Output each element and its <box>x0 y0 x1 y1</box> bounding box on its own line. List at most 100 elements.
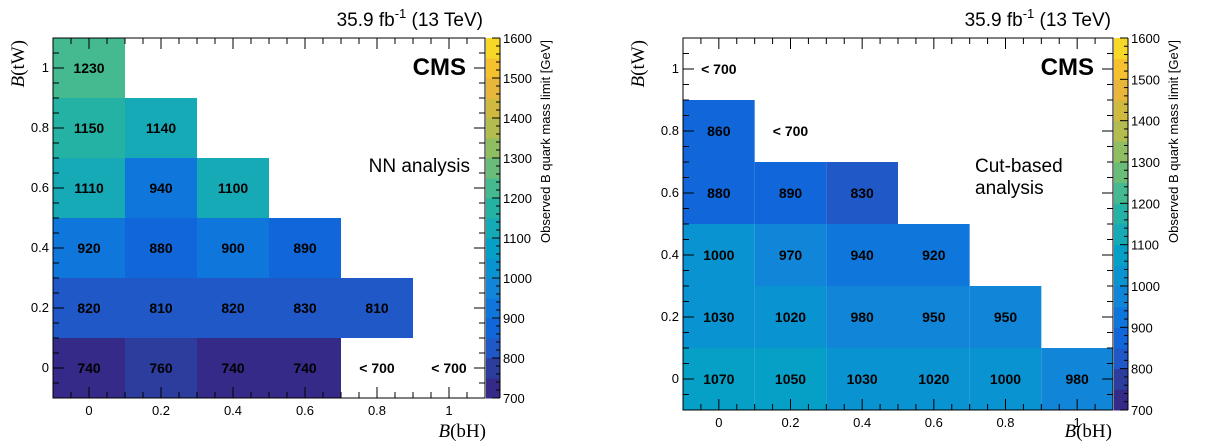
x-tick-label: 0 <box>715 415 722 430</box>
heatmap-cell <box>125 278 197 338</box>
colorbar-swatch <box>1114 141 1128 163</box>
heatmap-cell <box>826 286 898 348</box>
cell-value-label: 920 <box>77 240 101 256</box>
colorbar: 700 800 900 1000 1100 1200 1300 1400 1500 1600 Obs… <box>1114 31 1181 418</box>
colorbar-tick-label: 1000 <box>503 271 532 286</box>
y-tick-label: 0.2 <box>661 309 679 324</box>
colorbar-swatch <box>1114 368 1128 390</box>
colorbar-swatch <box>1114 79 1128 101</box>
colorbar-tick-label: 1100 <box>503 231 531 246</box>
y-tick-label: 0 <box>672 371 679 386</box>
experiment-label: CMS <box>413 54 466 81</box>
heatmap-cell <box>197 278 269 338</box>
cell-labels: 1070 1050 1030 1020 1000 980 1030 1020 980 950 950… <box>701 61 1089 387</box>
colorbar-tick-label: 1600 <box>503 31 532 46</box>
colorbar-swatch <box>486 158 500 179</box>
heatmap-cell <box>269 278 341 338</box>
colorbar-swatch <box>486 218 500 239</box>
heatmap-cell <box>53 278 125 338</box>
y-tick-label: 0.8 <box>31 120 49 135</box>
colorbar-swatch <box>1114 182 1128 204</box>
experiment-label: CMS <box>1041 54 1094 81</box>
colorbar-tick-label: 1600 <box>1131 31 1160 46</box>
cell-value-label: < 700 <box>701 61 737 77</box>
cell-value-label: 890 <box>779 185 803 201</box>
colorbar-tick-label: 800 <box>503 351 525 366</box>
colorbar-swatch <box>486 378 500 399</box>
cell-value-label: 740 <box>221 360 245 376</box>
colorbar-tick-label: 1500 <box>503 71 532 86</box>
colorbar-swatch <box>486 298 500 319</box>
heatmap-cell <box>826 224 898 286</box>
colorbar-swatch <box>486 118 500 139</box>
cell-value-label: 1070 <box>703 371 734 387</box>
heatmap-cell <box>269 218 341 278</box>
cell-value-label: 760 <box>149 360 173 376</box>
colorbar-tick-label: 800 <box>1131 362 1153 377</box>
x-tick-label: 0.6 <box>296 403 314 418</box>
axis-ticks <box>683 38 1113 410</box>
colorbar-tick-label: 1500 <box>1131 72 1160 87</box>
colorbar-swatch <box>1114 38 1128 60</box>
colorbar-swatch <box>1114 306 1128 328</box>
colorbar-swatch <box>1114 224 1128 246</box>
chart-title: 35.9 fb-1 (13 TeV) <box>337 6 483 31</box>
y-tick-label: 1 <box>42 60 49 75</box>
cell-value-label: 1150 <box>74 120 105 136</box>
y-tick-label: 0.4 <box>31 240 49 255</box>
colorbar-swatch <box>486 358 500 379</box>
x-tick-label: 0.2 <box>152 403 170 418</box>
y-axis-title: B(tW) <box>8 40 29 87</box>
heatmap-cell <box>683 286 755 348</box>
heatmap-cell <box>754 286 827 348</box>
cell-value-label: 1020 <box>775 309 806 325</box>
y-tick-label: 0.6 <box>661 185 679 200</box>
cell-value-label: 810 <box>149 300 173 316</box>
cell-value-label: 830 <box>293 300 317 316</box>
colorbar-swatch <box>1114 389 1128 411</box>
heatmap-cell <box>53 218 125 278</box>
colorbar-swatch <box>486 38 500 59</box>
heatmap-cell <box>898 286 970 348</box>
heatmap-cell <box>969 286 1042 348</box>
cell-value-label: 890 <box>293 240 317 256</box>
colorbar-swatch <box>1114 265 1128 287</box>
heatmap-cells <box>53 38 413 398</box>
colorbar-swatch <box>1114 348 1128 370</box>
heatmap-cell <box>197 218 269 278</box>
heatmap-cell <box>898 224 970 286</box>
colorbar-swatch <box>1114 203 1128 225</box>
colorbar-swatch <box>486 338 500 359</box>
cell-value-label: 980 <box>1065 371 1089 387</box>
colorbar-swatch <box>486 58 500 79</box>
colorbar-title: Observed B quark mass limit [GeV] <box>538 40 553 243</box>
chart-title: 35.9 fb-1 (13 TeV) <box>965 6 1111 31</box>
cell-value-label: 1000 <box>990 371 1021 387</box>
x-axis-title: B(bH) <box>1065 421 1113 442</box>
analysis-annotation: analysis <box>975 178 1044 199</box>
cell-value-label: 880 <box>707 185 731 201</box>
heatmap-cell <box>197 158 269 218</box>
cell-value-label: 1140 <box>146 120 177 136</box>
colorbar-swatch <box>486 238 500 259</box>
cell-value-label: 810 <box>365 300 389 316</box>
colorbar-tick-label: 1200 <box>1131 196 1160 211</box>
colorbar-swatch <box>486 98 500 119</box>
x-tick-label: 0.4 <box>224 403 242 418</box>
x-tick-label: 1 <box>445 403 452 418</box>
colorbar-swatch <box>486 178 500 199</box>
y-tick-label: 1 <box>672 61 679 76</box>
cell-value-label: 1030 <box>703 309 734 325</box>
analysis-annotation: NN analysis <box>369 156 470 177</box>
cell-value-label: 970 <box>779 247 803 263</box>
colorbar-swatch <box>486 138 500 159</box>
cell-value-label: 940 <box>850 247 874 263</box>
heatmap-cell <box>125 218 197 278</box>
colorbar-tick-label: 1400 <box>503 111 532 126</box>
heatmap-cell <box>341 278 413 338</box>
cell-value-label: 860 <box>707 123 731 139</box>
y-tick-label: 0.6 <box>31 180 49 195</box>
cell-value-label: 830 <box>850 185 874 201</box>
colorbar-swatch <box>486 198 500 219</box>
cell-value-label: 880 <box>149 240 173 256</box>
